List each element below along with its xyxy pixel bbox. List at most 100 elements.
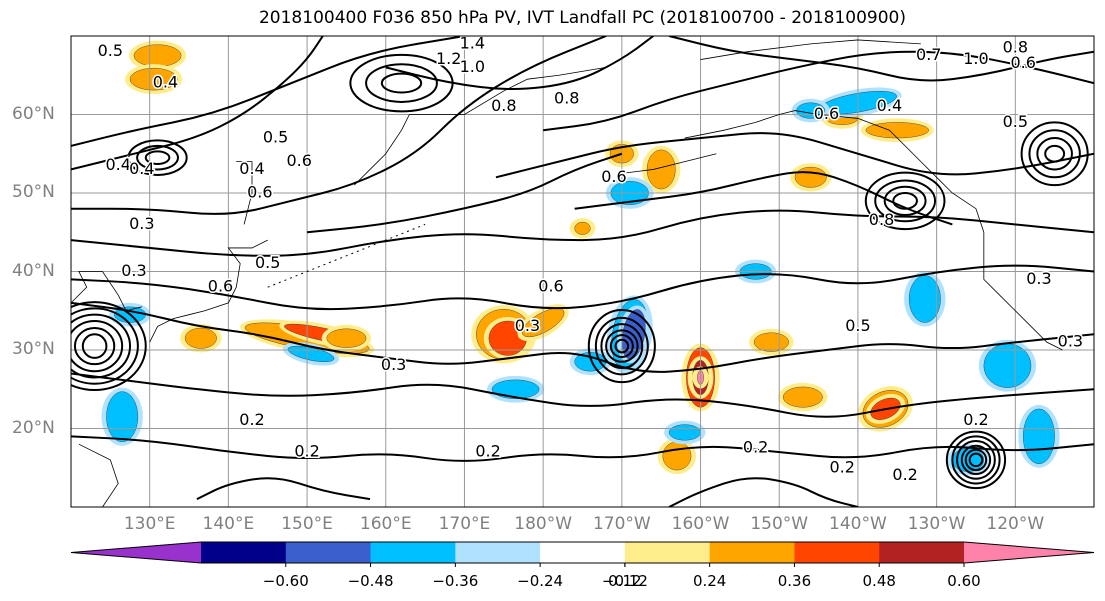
pv-anomaly [574, 221, 591, 235]
contour-label: 0.5 [845, 316, 870, 335]
colorbar-outline [70, 541, 1095, 564]
contour-label: 0.6 [814, 104, 839, 123]
lon-label: 130°E [123, 514, 176, 534]
ivt-contour-ring [144, 150, 171, 165]
ivt-contour-ring [609, 334, 634, 359]
contour-label: 0.3 [1026, 269, 1051, 288]
contour-label: 0.2 [239, 410, 264, 429]
contour-label: 1.4 [460, 33, 485, 52]
ivt-contour-ring [594, 316, 649, 376]
colorbar-tick-label: −0.36 [432, 572, 479, 590]
colorbar-tick-label: −0.60 [262, 572, 309, 590]
coastline [700, 39, 921, 60]
contour-label: 0.3 [121, 261, 146, 280]
colorbar-extend-low [71, 542, 201, 563]
coastline [78, 443, 119, 507]
pv-anomaly [129, 67, 178, 91]
pv-shading [101, 40, 1060, 476]
coastline [236, 161, 253, 225]
lon-label: 140°W [829, 514, 887, 534]
coastline [621, 153, 717, 174]
ivt-contour-ring [1028, 129, 1081, 179]
ivt-contour [495, 132, 1094, 179]
lat-label: 30°N [12, 339, 55, 359]
contour-label: 0.2 [475, 442, 500, 461]
ivt-contour [71, 36, 324, 171]
contour-label: 0.2 [294, 442, 319, 461]
ivt-contour-ring [605, 329, 639, 363]
ivt-contour-ring [380, 72, 423, 94]
lon-label: 170°W [592, 514, 651, 534]
colorbar-tick-label: 0.36 [777, 572, 812, 590]
ivt-contour [71, 36, 607, 215]
ivt-contour [668, 36, 1094, 82]
contour-label: 0.4 [877, 96, 902, 115]
ivt-contour [196, 477, 371, 501]
ivt-contour [306, 152, 623, 234]
ivt-contour-ring [71, 307, 139, 385]
ivt-contour-ring [600, 323, 644, 370]
ivt-contour-ring [73, 327, 116, 366]
lon-label: 130°W [907, 514, 966, 534]
contour-label: 0.8 [1003, 37, 1028, 56]
colorbar-extend-high [964, 542, 1094, 563]
contour-label: 0.4 [129, 159, 154, 178]
colorbar-tick-label: 0.24 [692, 572, 727, 590]
pv-anomaly [908, 275, 941, 323]
ivt-contour-ring [951, 435, 1001, 485]
coastlines [71, 39, 1063, 507]
contour-label: 0.6 [286, 151, 311, 170]
contour-label: 0.6 [1010, 53, 1035, 72]
contour-label: 0.2 [963, 410, 988, 429]
ivt-contour [71, 435, 1094, 462]
ivt-contour-ring [349, 53, 454, 113]
map-title: 2018100400 F036 850 hPa PV, IVT Landfall… [258, 8, 906, 28]
ivt-contour-ring [81, 333, 108, 359]
colorbar-swatch [879, 542, 965, 563]
colorbar-tick-label: −0.12 [601, 572, 648, 590]
colorbar-tick-label: 0.48 [862, 572, 896, 590]
contour-label: 0.3 [129, 214, 154, 233]
contour-label: 0.6 [601, 167, 626, 186]
ivt-contour-ring [968, 452, 984, 468]
contour-label: 0.6 [538, 277, 563, 296]
ivt-contour-ring [964, 448, 988, 472]
contour-label: 0.5 [255, 253, 280, 272]
ivt-contour-ring [71, 301, 147, 392]
contour-label: 0.2 [743, 438, 768, 457]
colorbar-tick-label: −0.24 [517, 572, 564, 590]
ivt-contour-ring [864, 171, 946, 231]
ivt-contour-ring [1044, 144, 1066, 163]
contour-label: 0.4 [105, 155, 130, 174]
contour-label: 0.2 [892, 465, 917, 484]
lon-label: 170°E [438, 514, 491, 534]
ivt-contour-ring [1036, 137, 1073, 171]
contour-label: 0.8 [491, 96, 516, 115]
contour-label: 1.2 [436, 49, 461, 68]
ivt-contour-ring [945, 430, 1007, 490]
contour-label: 0.2 [829, 457, 854, 476]
contour-label: 0.7 [916, 45, 941, 64]
contour-label: 0.5 [98, 41, 123, 60]
colorbar-swatch [285, 542, 372, 563]
contour-label: 1.0 [460, 57, 485, 76]
lon-label: 160°E [359, 514, 412, 534]
contour-label: 0.8 [869, 210, 894, 229]
colorbar-swatch [455, 542, 541, 563]
ivt-contour [385, 36, 654, 90]
lon-label: 140°E [202, 514, 255, 534]
lon-label: 160°W [671, 514, 730, 534]
ivt-contour-ring [587, 308, 656, 384]
lat-label: 20°N [12, 417, 55, 438]
lon-label: 120°W [986, 514, 1045, 534]
ivt-contour-ring [127, 139, 188, 176]
colorbar-swatch [794, 542, 880, 563]
ivt-contour [71, 36, 465, 147]
ivt-contour [71, 209, 1094, 257]
lon-label: 180°W [514, 514, 573, 534]
contour-label: 0.4 [239, 159, 264, 178]
coastline [354, 67, 607, 186]
ivt-contour-ring [956, 440, 996, 480]
lat-label: 50°N [12, 182, 55, 202]
